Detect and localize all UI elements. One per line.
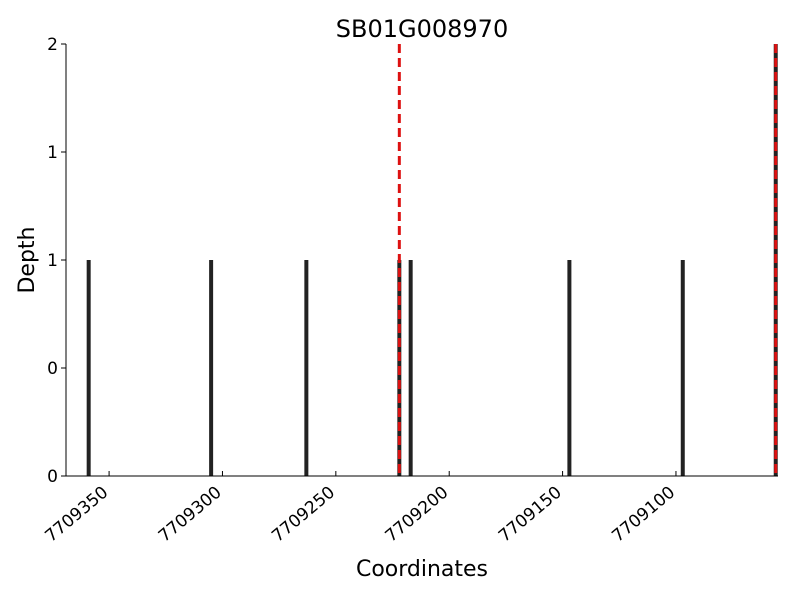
y-tick-label: 0 [47, 359, 58, 379]
x-tick-label: 7709200 [382, 483, 453, 547]
x-tick-label: 7709350 [41, 483, 112, 547]
x-tick-label: 7709250 [268, 483, 339, 547]
y-axis-label: Depth [15, 226, 40, 293]
bar [567, 260, 572, 476]
x-tick-label: 7709300 [155, 483, 226, 547]
reference-lines-group [397, 44, 778, 476]
bar [86, 260, 91, 476]
y-tick-label: 1 [47, 143, 58, 163]
chart-title: SB01G008970 [336, 15, 508, 43]
y-tick-label: 2 [47, 35, 58, 55]
bar [209, 260, 214, 476]
bar [304, 260, 309, 476]
x-tick-label: 7709100 [608, 483, 679, 547]
bar [408, 260, 413, 476]
x-axis-label: Coordinates [356, 557, 488, 582]
bars-group [86, 44, 778, 476]
y-ticks-group: 0 0 1 1 2 [47, 35, 66, 487]
bar [680, 260, 685, 476]
x-tick-label: 7709150 [495, 483, 566, 547]
x-ticks-group: 7709350 7709300 7709250 7709200 7709150 77091… [41, 471, 679, 547]
y-tick-label: 0 [47, 467, 58, 487]
y-tick-label: 1 [47, 251, 58, 271]
